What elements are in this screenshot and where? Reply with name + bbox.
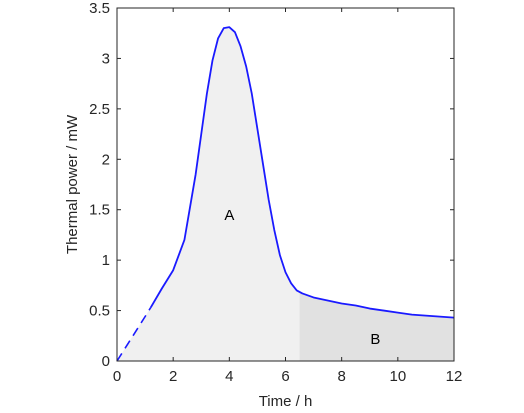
y-tick-label: 3 [102,50,110,67]
x-axis-label: Time / h [259,393,313,410]
y-tick-label: 3.5 [89,0,110,17]
axes: 0 2 4 6 8 10 12 0 0.5 1 1.5 2 2.5 3 3.5 [89,0,462,385]
y-tick-label: 2 [102,151,110,168]
thermal-power-line [149,26,455,319]
y-axis-label: Thermal power / mW [64,114,81,254]
region-labels: AB [224,207,380,348]
y-tick-label: 1.5 [89,202,110,219]
series-lines [116,26,455,362]
x-tick-label: 12 [446,368,463,385]
x-tick-label: 8 [337,368,345,385]
region-label-b: B [370,331,380,348]
x-tick-label: 2 [169,368,177,385]
shaded-regions [117,27,454,362]
x-tick-label: 10 [389,368,406,385]
x-tick-label: 4 [225,368,233,385]
x-tick-label: 6 [281,368,289,385]
x-tick-label: 0 [113,368,121,385]
y-tick-label: 2.5 [89,101,110,118]
region-b-fill [299,291,454,361]
y-tick-label: 0.5 [89,303,110,320]
y-tick-label: 0 [102,353,110,370]
region-a-fill [117,27,300,362]
extrapolated-dashed-line [116,307,152,362]
y-tick-label: 1 [102,252,110,269]
region-label-a: A [224,207,234,224]
